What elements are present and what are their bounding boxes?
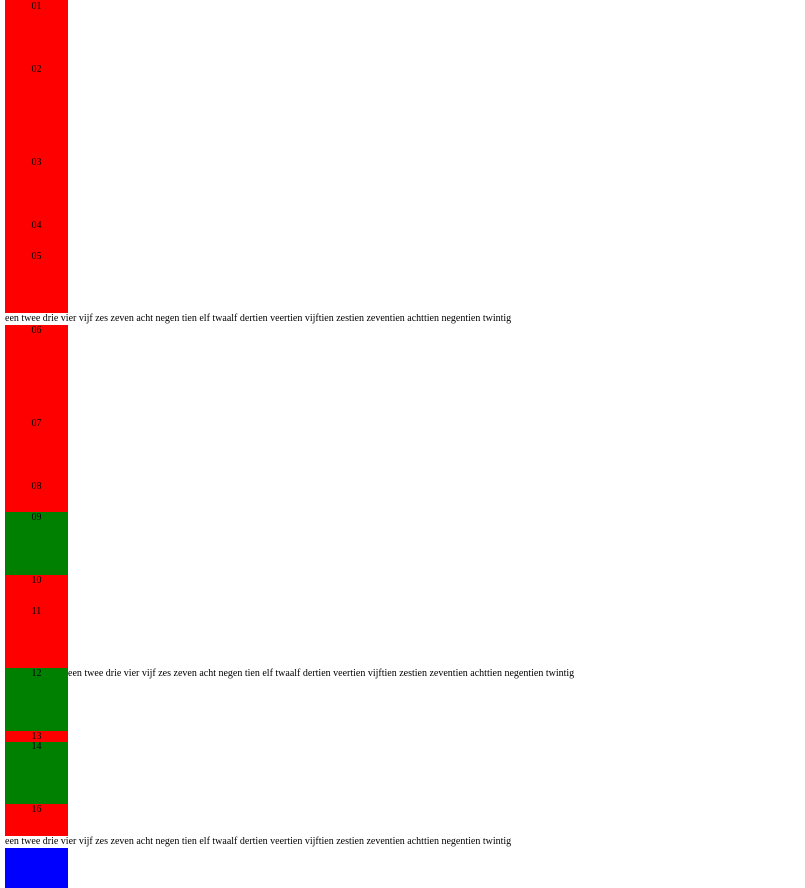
block-label-14: 14 [31,741,42,752]
block-16-red [5,804,68,836]
text-line-2: een twee drie vier vijf zes zeven acht n… [68,668,575,679]
block-label-05: 05 [31,251,42,262]
block-09-green [5,512,68,575]
block-label-09: 09 [31,512,42,523]
block-06-group-red [5,325,68,512]
block-label-07: 07 [31,418,42,429]
block-12-green [5,668,68,731]
block-label-06: 06 [31,325,42,336]
block-label-13: 13 [31,731,42,742]
block-14-green [5,742,68,804]
block-blue [5,848,68,888]
block-label-01: 01 [31,1,42,12]
block-label-16: 16 [31,804,42,815]
block-label-04: 04 [31,220,42,231]
block-label-03: 03 [31,157,42,168]
block-10-group-red [5,575,68,668]
text-line-3: een twee drie vier vijf zes zeven acht n… [5,836,512,847]
text-line-1: een twee drie vier vijf zes zeven acht n… [5,313,512,324]
block-13-red [5,731,68,742]
block-label-10: 10 [31,575,42,586]
block-label-08: 08 [31,481,42,492]
block-01-group-red [5,0,68,313]
block-label-11: 11 [31,606,42,617]
block-label-12: 12 [31,668,42,679]
block-label-02: 02 [31,64,42,75]
